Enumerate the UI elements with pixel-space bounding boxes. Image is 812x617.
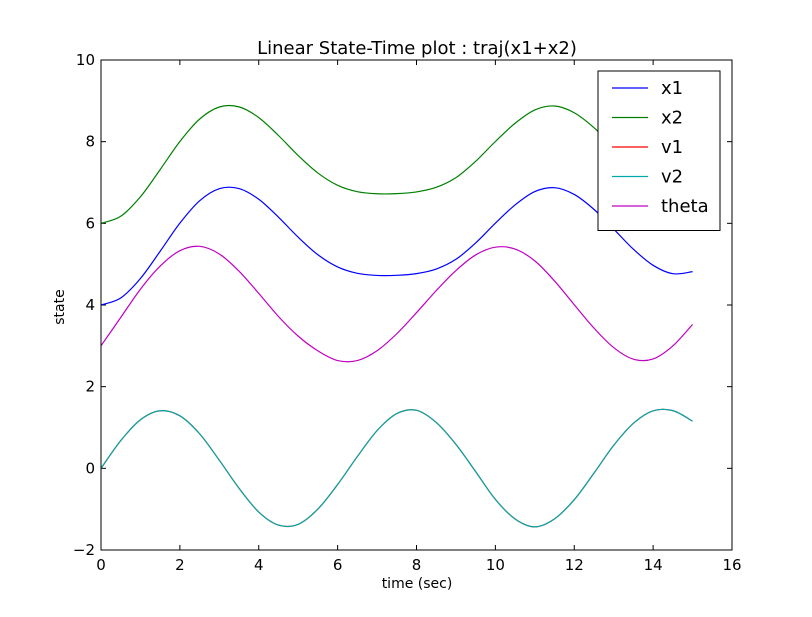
legend-label-theta: theta [661,196,709,217]
legend-label-x2: x2 [661,108,683,129]
x-tick-label: 6 [333,556,343,574]
y-tick-label: 8 [85,133,95,151]
x-tick-label: 14 [644,556,663,574]
x-tick-label: 4 [254,556,264,574]
series-line-v2 [100,408,693,528]
legend-label-x1: x1 [661,78,683,99]
y-tick-label: 2 [85,378,95,396]
y-tick-label: 6 [85,214,95,232]
series-line-x1 [100,186,693,306]
x-axis-label: time (sec) [382,576,453,592]
x-tick-label: 2 [175,556,185,574]
legend-label-v2: v2 [661,167,683,188]
x-tick-label: 8 [412,556,422,574]
chart-title: Linear State-Time plot : traj(x1+x2) [257,38,577,59]
y-tick-label: 0 [85,459,95,477]
series-lines [100,104,694,528]
y-tick-label: −2 [73,541,95,559]
axes-frame [100,59,733,551]
series-line-x2 [100,104,693,224]
series-line-theta [100,245,694,363]
x-tick-label: 0 [96,556,106,574]
legend-label-v1: v1 [661,137,683,158]
legend: x1 x2 v1 v2 theta [597,70,721,231]
y-axis-label: state [52,289,68,324]
x-tick-label: 10 [486,556,505,574]
legend-box [597,70,721,231]
y-tick-label: 10 [76,51,95,69]
x-tick-label: 16 [722,556,741,574]
y-tick-label: 4 [85,296,95,314]
x-tick-label: 12 [565,556,584,574]
